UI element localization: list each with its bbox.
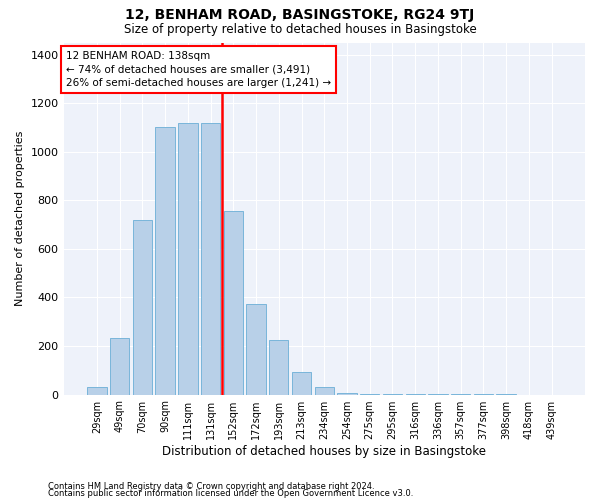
Text: 12, BENHAM ROAD, BASINGSTOKE, RG24 9TJ: 12, BENHAM ROAD, BASINGSTOKE, RG24 9TJ xyxy=(125,8,475,22)
Bar xyxy=(314,388,334,394)
Bar xyxy=(269,340,289,394)
Text: Contains HM Land Registry data © Crown copyright and database right 2024.: Contains HM Land Registry data © Crown c… xyxy=(48,482,374,491)
Bar xyxy=(178,122,197,394)
Bar xyxy=(87,388,107,394)
Bar xyxy=(133,220,152,394)
Y-axis label: Number of detached properties: Number of detached properties xyxy=(15,131,25,306)
X-axis label: Distribution of detached houses by size in Basingstoke: Distribution of detached houses by size … xyxy=(162,444,486,458)
Bar xyxy=(292,372,311,394)
Bar xyxy=(201,122,220,394)
Bar xyxy=(224,212,243,394)
Text: Size of property relative to detached houses in Basingstoke: Size of property relative to detached ho… xyxy=(124,22,476,36)
Text: Contains public sector information licensed under the Open Government Licence v3: Contains public sector information licen… xyxy=(48,489,413,498)
Bar xyxy=(247,304,266,394)
Bar xyxy=(155,128,175,394)
Bar xyxy=(110,338,130,394)
Text: 12 BENHAM ROAD: 138sqm
← 74% of detached houses are smaller (3,491)
26% of semi-: 12 BENHAM ROAD: 138sqm ← 74% of detached… xyxy=(66,52,331,88)
